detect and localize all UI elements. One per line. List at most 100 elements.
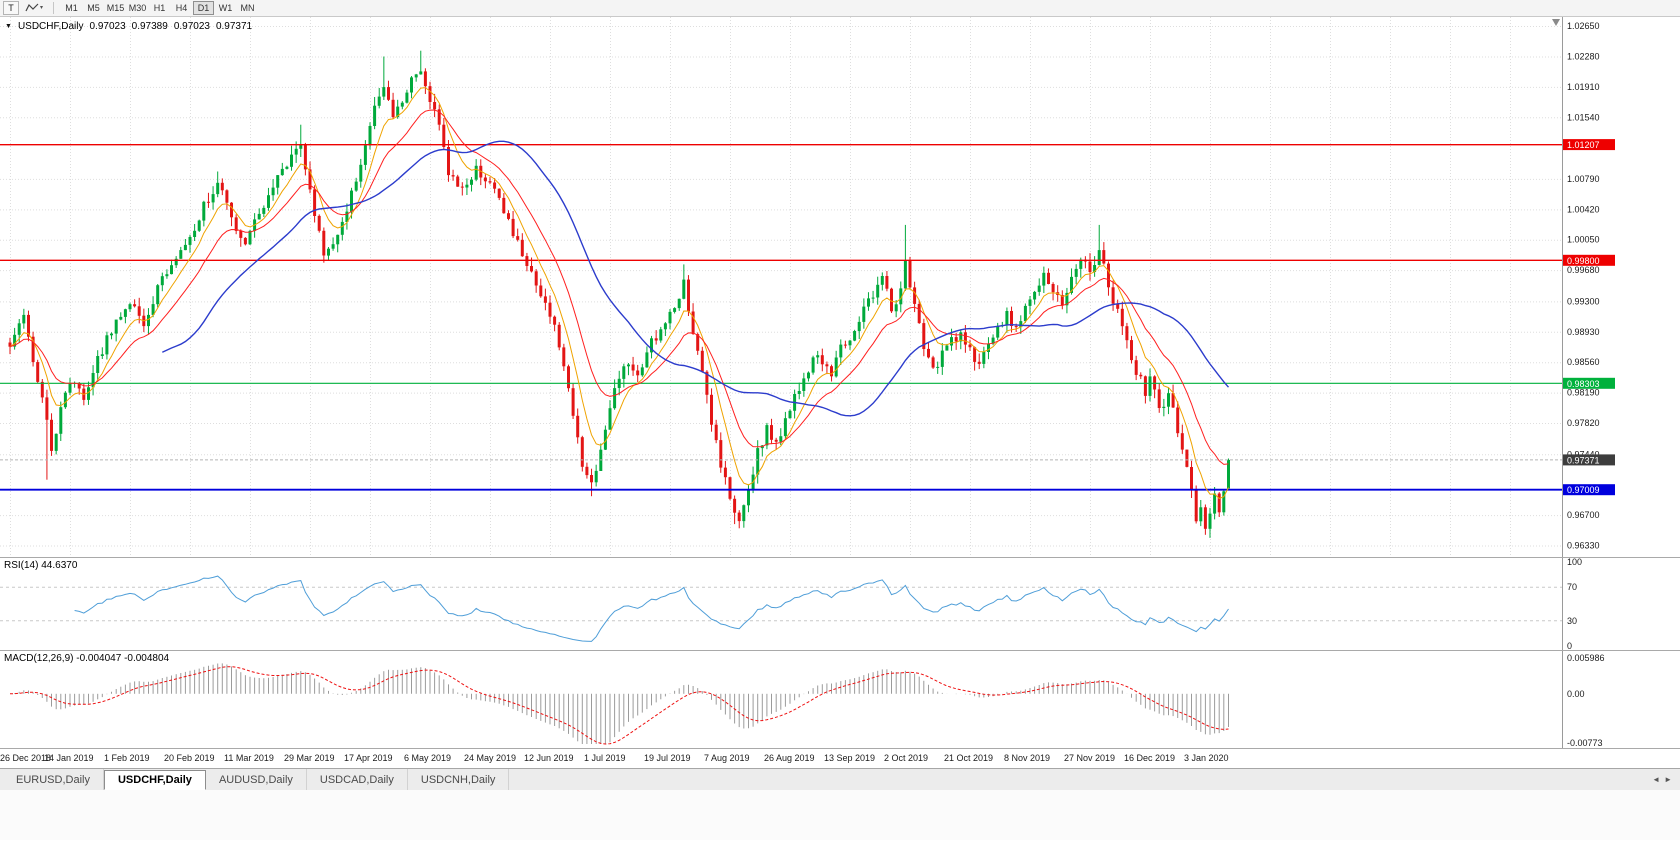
macd-tick: 0.00 [1567,689,1585,699]
text-tool-button[interactable]: T [3,1,19,15]
date-label: 16 Dec 2019 [1124,753,1176,763]
date-label: 17 Apr 2019 [344,753,393,763]
ma-16-line [9,109,1229,465]
grid-layer [0,17,1562,557]
chart-ohlc-header: ▼ USDCHF,Daily 0.97023 0.97389 0.97023 0… [5,21,252,32]
rsi-label: RSI(14) 44.6370 [4,560,78,571]
price-tag-0.99800: 0.99800 [1563,254,1615,266]
price-tag-0.97009: 0.97009 [1563,484,1615,496]
rsi-tick: 100 [1567,558,1582,567]
date-label: 14 Jan 2019 [44,753,94,763]
date-axis[interactable]: 26 Dec 2018 14 Jan 2019 1 Feb 2019 20 Feb 2… [0,748,1680,768]
macd-panel: 0.005986 0.00 -0.00773 MACD(12,26,9) -0.00… [0,650,1680,748]
date-label: 20 Feb 2019 [164,753,215,763]
date-label: 12 Jun 2019 [524,753,574,763]
date-label: 21 Oct 2019 [944,753,994,763]
date-label: 29 Mar 2019 [284,753,335,763]
price-tick: 1.01540 [1567,112,1600,122]
rsi-tick: 0 [1567,641,1572,650]
tab-scroll-right-button[interactable]: ► [1664,775,1672,784]
date-label: 24 May 2019 [464,753,517,763]
chart-shift-marker[interactable] [1552,19,1560,26]
date-label: 7 Aug 2019 [704,753,750,763]
price-tick: 1.00420 [1567,204,1600,214]
main-chart-panel: 1.02650 1.02280 1.01910 1.01540 1.00790 1.004… [0,17,1680,557]
date-label: 1 Jul 2019 [584,753,626,763]
line-studies-button[interactable]: ▾ [22,1,46,15]
price-tick: 1.00790 [1567,174,1600,184]
price-tag-0.97371: 0.97371 [1563,454,1615,466]
timeframe-button-w1[interactable]: W1 [215,1,236,15]
price-tick: 1.01910 [1567,82,1600,92]
price-tag-1.01207: 1.01207 [1563,139,1615,151]
price-tick: 1.02280 [1567,51,1600,61]
price-tick: 0.98190 [1567,388,1600,398]
dropdown-caret-icon: ▾ [40,5,44,11]
top-toolbar: T ▾ M1 M5 M15 M30 H1 H4 D1 W1 MN [0,0,1680,17]
date-label: 1 Feb 2019 [104,753,150,763]
svg-text:0.98303: 0.98303 [1567,379,1600,389]
open-value: 0.97023 [89,21,126,32]
chart-area: 1.02650 1.02280 1.01910 1.01540 1.00790 1.004… [0,17,1680,768]
bottom-filler [0,790,1680,840]
rsi-canvas[interactable]: 100 70 30 0 [0,558,1680,650]
timeframe-button-d1[interactable]: D1 [193,1,215,15]
date-label: 6 May 2019 [404,753,452,763]
date-label: 27 Nov 2019 [1064,753,1116,763]
timeframe-button-m15[interactable]: M15 [106,3,125,13]
quick-trade-toggle-icon[interactable]: ▼ [5,23,12,30]
chart-tab-usdchf[interactable]: USDCHF,Daily [103,770,206,790]
symbol-period-label: USDCHF,Daily [17,21,84,32]
chart-tab-usdcnh[interactable]: USDCNH,Daily [408,769,510,790]
svg-text:0.99800: 0.99800 [1567,256,1600,266]
svg-text:0.97371: 0.97371 [1567,455,1600,465]
macd-canvas[interactable]: 0.005986 0.00 -0.00773 [0,651,1680,748]
main-chart-canvas[interactable]: 1.02650 1.02280 1.01910 1.01540 1.00790 1.004… [0,17,1680,557]
timeframe-button-m30[interactable]: M30 [128,3,147,13]
close-value: 0.97371 [215,21,253,32]
timeframe-button-m1[interactable]: M1 [61,1,82,15]
rsi-tick: 70 [1567,582,1577,592]
svg-text:1.01207: 1.01207 [1567,140,1600,150]
toolbar-separator [53,2,55,14]
timeframe-button-mn[interactable]: MN [237,1,258,15]
timeframe-button-h1[interactable]: H1 [149,1,170,15]
tab-scroll-arrows: ◄ ► [1644,769,1680,790]
chart-tab-audusd[interactable]: AUDUSD,Daily [206,769,307,790]
price-tick: 0.96700 [1567,510,1600,520]
tab-scroll-left-button[interactable]: ◄ [1652,775,1661,784]
price-tick: 0.97440 [1567,449,1600,459]
price-tick: 0.99680 [1567,265,1600,275]
date-label: 13 Sep 2019 [824,753,876,763]
macd-label: MACD(12,26,9) -0.004047 -0.004804 [4,653,170,664]
chart-tabs: EURUSD,Daily USDCHF,Daily AUDUSD,Daily USDC… [0,769,510,790]
ma-7-line [9,87,1229,500]
price-tick: 0.98930 [1567,327,1600,337]
high-value: 0.97389 [131,21,168,32]
date-label: 26 Aug 2019 [764,753,815,763]
rsi-line [74,575,1229,642]
price-tick: 0.97820 [1567,418,1600,428]
date-label: 3 Jan 2020 [1184,753,1229,763]
price-tag-0.98303: 0.98303 [1563,377,1615,389]
chart-tab-eurusd[interactable]: EURUSD,Daily [3,769,104,790]
timeframe-button-m5[interactable]: M5 [83,1,104,15]
timeframe-button-h4[interactable]: H4 [171,1,192,15]
price-tick: 1.02650 [1567,21,1600,31]
date-label: 26 Dec 2018 [0,753,52,763]
svg-text:0.97009: 0.97009 [1567,485,1600,495]
chart-tabs-bar: EURUSD,Daily USDCHF,Daily AUDUSD,Daily USDC… [0,768,1680,790]
date-label: 8 Nov 2019 [1004,753,1051,763]
zigzag-icon [25,3,39,12]
macd-signal-line [9,666,1229,745]
chart-tab-usdcad[interactable]: USDCAD,Daily [307,769,408,790]
price-tick: 1.00050 [1567,235,1600,245]
date-label: 11 Mar 2019 [224,753,274,763]
macd-histogram [14,663,1229,744]
rsi-tick: 30 [1567,616,1577,626]
ma-34-line [162,140,1230,417]
macd-tick: 0.005986 [1567,653,1605,663]
rsi-panel: 100 70 30 0 RSI(14) 44.6370 [0,557,1680,650]
date-label: 19 Jul 2019 [644,753,691,763]
